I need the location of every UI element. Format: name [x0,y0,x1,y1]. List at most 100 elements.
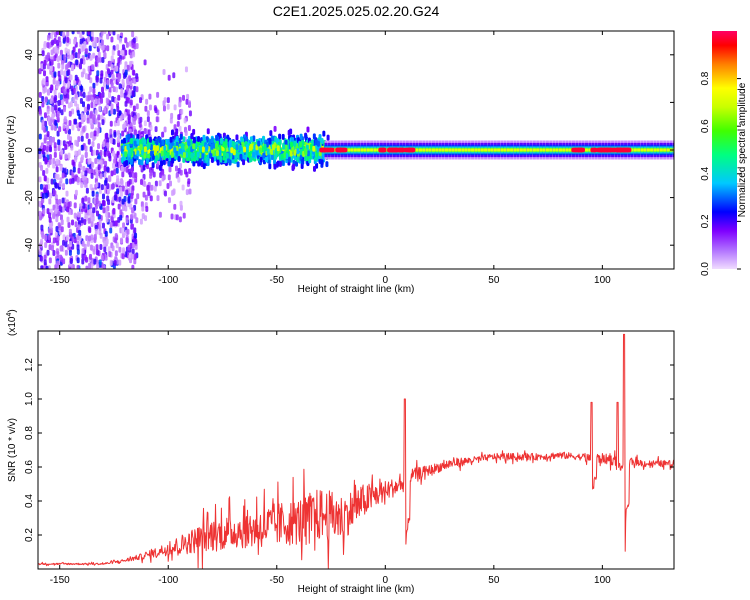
heatmap-cell [96,98,100,105]
heatmap-cell [115,167,119,174]
heatmap-cell [304,134,308,141]
heatmap-cell [44,120,48,127]
heatmap-cell [162,68,166,75]
heatmap-cell [109,259,113,266]
heatmap-cell [52,237,56,244]
heatmap-cell [225,152,229,159]
heatmap-cell [59,254,63,261]
heatmap-cell [163,126,167,133]
heatmap-cell [63,168,67,175]
heatmap-cell [262,152,266,159]
heatmap-cell [44,157,48,164]
heatmap-cell [218,133,222,140]
heatmap-x-tick-label: -50 [270,275,285,286]
heatmap-cell [215,134,219,141]
heatmap-cell [63,70,67,77]
heatmap-cell [105,238,109,245]
heatmap-cell [144,194,148,201]
heatmap-cell [117,134,121,141]
heatmap-cell [112,86,116,93]
heatmap-cell [247,152,251,159]
heatmap-cell [60,109,64,116]
snr-background [38,331,674,569]
heatmap-cell [48,212,52,219]
heatmap-cell [81,31,85,35]
heatmap-cell [125,237,129,244]
heatmap-cell [147,143,151,150]
heatmap-cell [129,99,133,106]
heatmap-cell [259,156,263,163]
heatmap-cell [69,101,73,108]
heatmap-cell [48,146,52,153]
heatmap-band-segment [565,149,569,151]
heatmap-cell [231,140,235,147]
heatmap-cell [130,193,134,200]
heatmap-cell [121,171,125,178]
heatmap-cell [299,141,303,148]
heatmap-hotspot [336,147,344,153]
heatmap-cell [106,183,110,190]
heatmap-cell [80,217,84,224]
heatmap-cell [97,143,101,150]
heatmap-cell [82,125,86,132]
heatmap-band-segment [633,149,637,151]
heatmap-cell [57,144,61,151]
heatmap-cell [146,110,150,117]
heatmap-cell [118,259,122,266]
heatmap-cell [76,234,80,241]
heatmap-cell [138,159,142,166]
heatmap-cell [46,63,50,70]
heatmap-cell [154,107,158,114]
heatmap-cell [63,54,67,61]
heatmap-cell [59,94,63,101]
colorbar-gradient [712,31,737,269]
heatmap-cell [54,119,58,126]
heatmap-band-segment [568,149,572,151]
heatmap-cell [44,242,48,249]
heatmap-cell [210,157,214,164]
snr-frame [37,330,675,570]
heatmap-y-tick-label: 20 [24,96,35,108]
heatmap-cell [173,104,177,111]
heatmap-cell [121,198,125,205]
heatmap-cell [38,91,42,98]
heatmap-cell [185,189,189,196]
heatmap-band-segment [376,149,380,151]
heatmap-cell [278,133,282,140]
heatmap-cell [156,91,160,98]
heatmap-cell [127,133,131,140]
heatmap-cell [118,246,122,253]
heatmap-cell [125,159,129,166]
heatmap-cell [93,233,97,240]
heatmap-band-segment [360,149,364,151]
heatmap-cell [108,155,112,162]
heatmap-cell [291,136,295,143]
heatmap-cell [77,211,81,218]
heatmap-cell [320,159,324,166]
heatmap-cell [301,158,305,165]
heatmap-cell [110,183,114,190]
heatmap-cell [119,209,123,216]
heatmap-cell [55,166,59,173]
heatmap-cell [80,118,84,125]
heatmap-cell [38,210,42,217]
heatmap-band-segment [640,149,644,151]
heatmap-cell [50,178,54,185]
heatmap-cell [182,152,186,159]
heatmap-cell [92,82,96,89]
heatmap-cell [54,207,58,214]
heatmap-band-segment [519,149,523,151]
heatmap-cell [50,124,54,131]
heatmap-cell [144,105,148,112]
heatmap-cell [66,206,70,213]
heatmap-cell [296,156,300,163]
heatmap-band-segment [428,149,432,151]
heatmap-cell [99,159,103,166]
heatmap-cell [76,109,80,116]
heatmap-cell [103,240,107,247]
heatmap-cell [85,187,89,194]
heatmap-cell [47,265,51,269]
heatmap-cell [40,224,44,231]
heatmap-cell [41,232,45,239]
heatmap-cell [147,189,151,196]
